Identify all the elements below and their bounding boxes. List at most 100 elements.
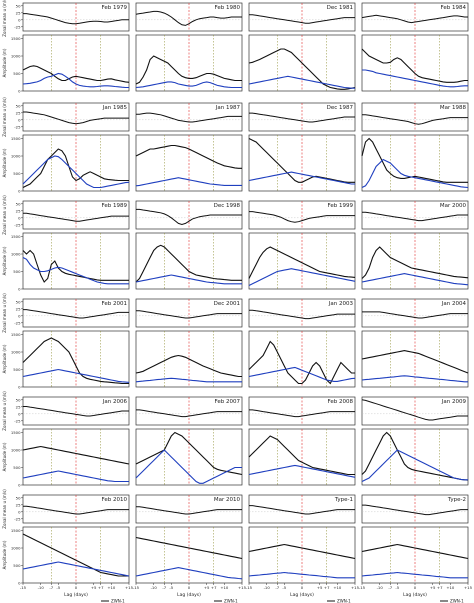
panel: Dec 1998 <box>135 200 243 290</box>
panel-title: Feb 1980 <box>215 5 241 11</box>
y-tick-label: -25 <box>14 124 21 129</box>
x-tick-label: -5 <box>282 585 286 590</box>
zwn1-line <box>248 48 356 90</box>
y-tick-label: -25 <box>14 24 21 29</box>
x-axis-label: Lag (days) <box>290 592 314 598</box>
panel-title: Feb 1979 <box>102 5 128 11</box>
x-axis-label: Lag (days) <box>177 592 201 598</box>
panel: Dec 1987 <box>248 102 356 192</box>
panel: Feb 2010 50 25 0 -25 1500 1000 500 0 Zonal mean u… <box>2 489 130 586</box>
panel: Feb 2007 <box>135 396 243 486</box>
zonal-wind-line <box>136 310 242 319</box>
zonal-wind-line <box>23 111 129 125</box>
zwn1-line <box>22 337 129 385</box>
zwn2-line <box>248 171 355 185</box>
x-tick-label: -10 <box>377 585 384 590</box>
y-tick-label: 1500 <box>11 234 21 239</box>
panel: Type-2 <box>361 494 469 584</box>
x-tick-label: -7 <box>49 585 53 590</box>
y-tick-label: 1500 <box>11 36 21 41</box>
zonal-wind-line <box>23 309 129 319</box>
zwn2-line <box>22 561 130 577</box>
zwn1-line <box>135 431 243 476</box>
bottom-y-axis-label: Amplitude (m) <box>2 148 7 177</box>
zwn2-line <box>22 257 129 285</box>
panel: Jan 2009 <box>361 396 469 486</box>
y-tick-label: 0 <box>18 189 21 194</box>
zwn2-line <box>22 368 130 383</box>
zwn2-line <box>361 449 468 482</box>
top-y-axis-label: Zonal mean u (m/s) <box>2 195 7 235</box>
zwn1-line <box>361 137 468 183</box>
x-axis-label: Lag (days) <box>403 592 427 598</box>
y-tick-label: 0 <box>18 215 21 220</box>
y-tick-label: 25 <box>16 208 21 213</box>
x-tick-label: 0 <box>414 585 417 590</box>
x-axis-label: Lag (days) <box>64 592 88 598</box>
top-y-axis-label: Zonal mean u (m/s) <box>2 293 7 333</box>
zwn2-line <box>248 571 355 579</box>
panel: Feb 1999 <box>248 200 356 290</box>
panel-title: Mar 2000 <box>440 203 467 209</box>
zonal-wind-line <box>249 211 355 223</box>
panel: Mar 2010 <box>135 494 243 584</box>
y-tick-label: 500 <box>13 367 21 372</box>
zwn1-line <box>361 543 469 560</box>
zwn1-line <box>361 431 469 481</box>
y-tick-label: 25 <box>16 404 21 409</box>
zonal-wind-line <box>361 399 468 421</box>
zonal-wind-line <box>136 208 242 226</box>
y-tick-label: 50 <box>16 495 21 500</box>
x-tick-label: +15 <box>125 585 134 590</box>
zonal-wind-line <box>361 14 468 24</box>
zwn1-line <box>361 350 469 374</box>
panel-title: Mar 1988 <box>440 105 467 111</box>
zonal-wind-line <box>136 112 242 123</box>
y-tick-label: 0 <box>18 313 21 318</box>
x-tick-label: -5 <box>395 585 399 590</box>
y-tick-label: -25 <box>14 222 21 227</box>
y-tick-label: 1000 <box>11 252 21 257</box>
y-tick-label: 0 <box>18 287 21 292</box>
zwn2-line <box>22 72 129 89</box>
panel: Mar 1988 <box>361 102 469 192</box>
y-tick-label: 1500 <box>11 332 21 337</box>
x-tick-label: +10 <box>107 585 116 590</box>
top-y-axis-label: Zonal mean u (m/s) <box>2 489 7 529</box>
panel-title: Mar 2010 <box>214 497 241 503</box>
zwn1-line <box>135 144 242 169</box>
zonal-wind-line <box>249 112 355 123</box>
x-tick-label: -7 <box>275 585 279 590</box>
x-tick-label: +7 <box>98 585 104 590</box>
y-tick-label: 500 <box>13 171 21 176</box>
zonal-wind-line <box>362 311 468 319</box>
bottom-y-axis-label: Amplitude (m) <box>2 540 7 569</box>
zwn2-line <box>22 155 130 189</box>
y-tick-label: 0 <box>18 17 21 22</box>
zwn1-line <box>22 445 130 465</box>
x-tick-label: -5 <box>56 585 60 590</box>
panel-title: Feb 1984 <box>441 5 467 11</box>
zwn2-line <box>361 375 468 383</box>
zonal-wind-line <box>135 10 242 26</box>
zwn2-line <box>135 377 242 383</box>
legend-zwn1-label: ZWN-1 <box>450 599 464 603</box>
zwn2-line <box>361 571 468 579</box>
top-y-axis-label: Zonal mean u (m/s) <box>2 97 7 137</box>
x-tick-label: +10 <box>333 585 342 590</box>
y-tick-label: 1000 <box>11 350 21 355</box>
y-tick-label: 0 <box>18 89 21 94</box>
panel-title: Jan 2004 <box>441 301 467 307</box>
y-tick-label: 50 <box>16 397 21 402</box>
y-tick-label: 500 <box>13 269 21 274</box>
x-tick-label: +7 <box>211 585 217 590</box>
bottom-y-axis-label: Amplitude (m) <box>2 344 7 373</box>
x-tick-label: -15 <box>359 585 366 590</box>
zwn1-line <box>135 536 243 560</box>
y-tick-label: 0 <box>18 385 21 390</box>
y-tick-label: 50 <box>16 3 21 8</box>
zwn2-line <box>248 366 356 382</box>
